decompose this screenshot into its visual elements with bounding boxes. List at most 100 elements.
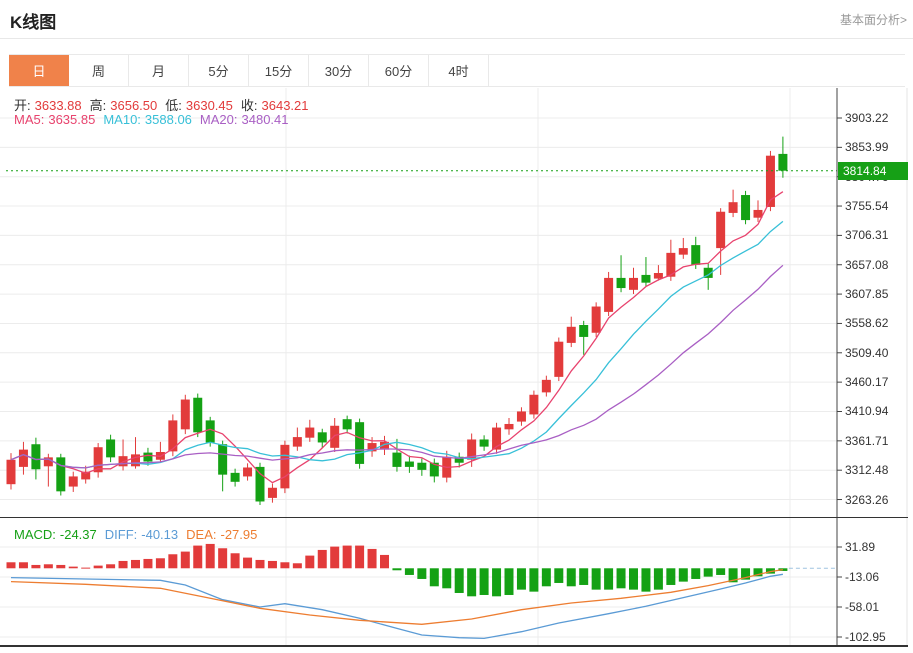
- macd-bar: [541, 568, 551, 587]
- price-tick-label: 3755.54: [845, 199, 889, 214]
- macd-bar: [155, 558, 165, 569]
- macd-bar: [479, 568, 489, 595]
- candle-body: [765, 155, 775, 207]
- candle-body: [106, 439, 116, 458]
- candle-body: [579, 325, 589, 337]
- header-divider: [0, 38, 913, 39]
- candle-body: [417, 462, 427, 470]
- candle-body: [243, 467, 253, 477]
- diff-line: [10, 573, 784, 640]
- macd-bar: [516, 568, 526, 590]
- candle-body: [193, 397, 203, 433]
- macd-bar: [678, 568, 688, 582]
- macd-bar: [168, 554, 178, 569]
- candle-body: [454, 456, 464, 463]
- macd-bar: [579, 568, 589, 585]
- readout-label: 开:: [14, 98, 31, 113]
- candle-body: [380, 441, 389, 450]
- macd-bar: [6, 562, 16, 569]
- candle-body: [703, 267, 713, 278]
- macd-bar: [492, 568, 502, 597]
- tab-15分[interactable]: 15分: [249, 55, 309, 86]
- macd-bar: [529, 568, 539, 592]
- macd-bar: [355, 545, 365, 569]
- price-tick-label: 3361.71: [845, 433, 889, 448]
- candle-body: [716, 211, 726, 249]
- candle-body: [93, 447, 103, 473]
- candle-body: [504, 423, 514, 430]
- macd-bar: [716, 568, 726, 575]
- readout-value: 3480.41: [241, 112, 289, 127]
- candle-body: [280, 444, 290, 489]
- macd-bar: [629, 568, 638, 590]
- tab-4时[interactable]: 4时: [429, 55, 489, 86]
- candle-body: [18, 449, 28, 467]
- tab-5分[interactable]: 5分: [189, 55, 249, 86]
- readout-label: MA20:: [199, 112, 238, 127]
- candle-body: [728, 202, 738, 213]
- readout-value: 3630.45: [185, 98, 233, 113]
- tab-周[interactable]: 周: [69, 55, 129, 86]
- price-tick-label: 3558.62: [845, 316, 889, 331]
- macd-bar: [417, 568, 427, 579]
- readout-label: MA5:: [14, 112, 45, 127]
- macd-bar: [143, 558, 153, 569]
- candle-body: [566, 326, 576, 343]
- candle-body: [778, 153, 788, 171]
- macd-bar: [380, 554, 389, 569]
- candle-body: [467, 439, 477, 460]
- candle-body: [666, 252, 676, 277]
- candle-body: [516, 411, 526, 422]
- ma-readout: MA5: 3635.85 MA10: 3588.06 MA20: 3480.41: [14, 112, 297, 127]
- macd-bar: [666, 568, 676, 585]
- macd-readout: MACD: -24.37 DIFF: -40.13 DEA: -27.95: [14, 527, 265, 542]
- tab-日[interactable]: 日: [9, 55, 69, 86]
- tab-60分[interactable]: 60分: [369, 55, 429, 86]
- page-title: K线图: [10, 13, 57, 32]
- price-tick-label: 3460.17: [845, 375, 889, 390]
- price-tick-label: 3903.22: [845, 111, 889, 125]
- candle-body: [591, 306, 601, 333]
- candle-body: [180, 399, 190, 430]
- candle-body: [691, 245, 701, 265]
- candle-body: [56, 457, 66, 492]
- readout-value: 3643.21: [261, 98, 309, 113]
- candle-body: [479, 439, 489, 447]
- candle-body: [753, 209, 763, 218]
- candle-body: [429, 462, 439, 477]
- macd-bar: [68, 566, 78, 569]
- macd-bar: [118, 560, 128, 569]
- macd-bar: [429, 568, 439, 587]
- readout-label: 高:: [89, 98, 107, 113]
- macd-bar: [392, 568, 402, 571]
- readout-label: DEA:: [186, 527, 217, 542]
- candle-body: [554, 341, 564, 377]
- macd-bar: [131, 559, 140, 569]
- macd-bar: [56, 564, 66, 569]
- price-tick-label: 3607.85: [845, 287, 889, 302]
- macd-bar: [604, 568, 614, 590]
- tab-月[interactable]: 月: [129, 55, 189, 86]
- macd-bar: [442, 568, 452, 589]
- macd-bar: [305, 555, 315, 569]
- macd-bar: [180, 551, 190, 569]
- price-tick-label: 3312.48: [845, 463, 889, 478]
- macd-bar: [292, 563, 302, 569]
- tab-30分[interactable]: 30分: [309, 55, 369, 86]
- interval-tabbar: 日周月 5分 15分 30分 60分 4时: [9, 54, 905, 87]
- macd-bar: [753, 568, 763, 577]
- candle-body: [741, 195, 751, 221]
- macd-bar: [703, 568, 713, 577]
- candle-body: [404, 461, 414, 467]
- readout-value: 3635.85: [48, 112, 96, 127]
- candle-body: [392, 452, 402, 467]
- price-tick-label: 3509.40: [845, 345, 889, 360]
- macd-bar: [280, 562, 290, 569]
- fundamental-analysis-link[interactable]: 基本面分析>: [839, 13, 907, 27]
- macd-bar: [193, 545, 203, 569]
- macd-tick-label: -58.01: [845, 600, 880, 614]
- candle-body: [367, 443, 377, 452]
- candle-body: [267, 487, 277, 498]
